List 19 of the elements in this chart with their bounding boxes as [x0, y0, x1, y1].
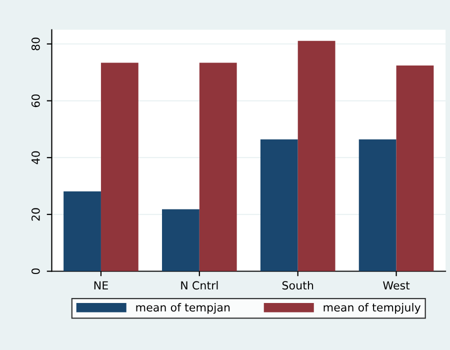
bar — [100, 62, 138, 272]
bar — [199, 62, 237, 272]
y-tick-label: 20 — [31, 208, 40, 221]
y-tick-label: 40 — [31, 151, 40, 164]
x-tick-label: West — [382, 281, 410, 290]
bar — [298, 40, 336, 272]
x-tick-label: N Cntrl — [181, 280, 218, 290]
bar — [358, 139, 396, 272]
bar — [64, 191, 101, 272]
bar — [396, 66, 434, 272]
legend-label: mean of tempjuly — [324, 302, 421, 314]
legend-label: mean of tempjan — [136, 302, 230, 314]
x-tick-label: South — [282, 280, 314, 290]
bar — [260, 139, 298, 272]
y-tick-label: 0 — [31, 268, 40, 274]
y-tick-label: 80 — [31, 38, 40, 50]
bar — [162, 209, 200, 272]
y-tick-label: 60 — [31, 94, 40, 108]
x-tick-label: NE — [94, 281, 108, 290]
